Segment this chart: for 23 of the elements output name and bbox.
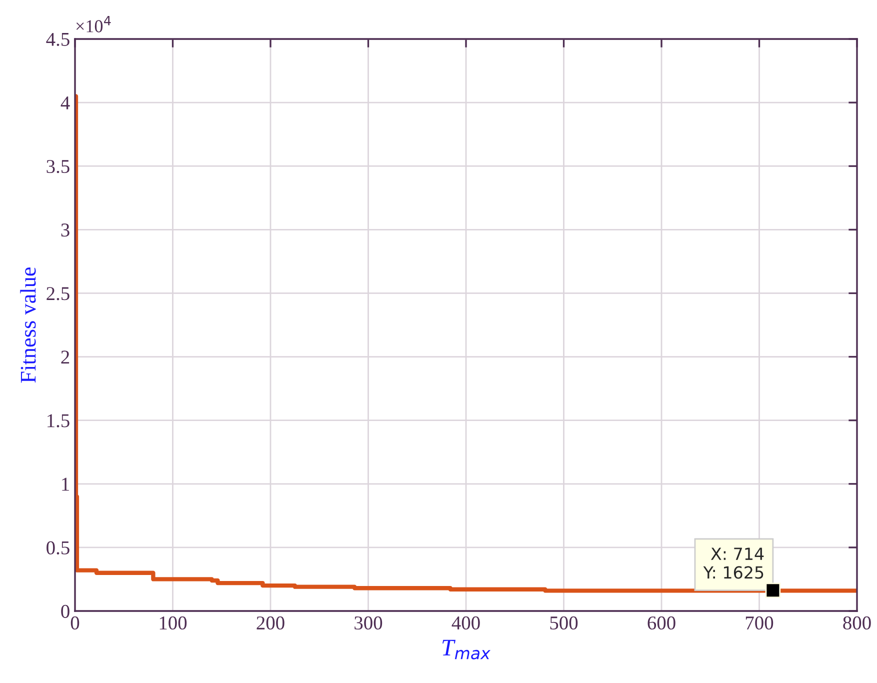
y-tick-label: 4	[60, 96, 70, 110]
y-tick-label: 0.5	[46, 541, 70, 554]
y-tick-label: 2.5	[46, 287, 70, 300]
x-tick-label: 400	[452, 616, 480, 630]
x-tick-label: 700	[746, 616, 774, 630]
x-tick-label: 500	[550, 616, 578, 630]
text: ×10$^{4}$	[76, 16, 111, 32]
y-tick-label: 1.5	[48, 414, 70, 428]
y-tick-label: 1	[62, 478, 69, 491]
y-tick-label: 4.5	[46, 32, 70, 46]
x-tick-label: 100	[160, 616, 187, 630]
y-tick-label: 2	[61, 350, 70, 364]
x-tick-label: 0	[70, 616, 80, 630]
y-tick-label: 3.5	[46, 160, 70, 174]
y-tick-label: 0	[61, 604, 70, 618]
x-axis-title: T$_{max}$	[442, 640, 490, 660]
y-tick-label: 3	[61, 224, 70, 237]
x-tick-label: 600	[648, 616, 676, 630]
x-tick-label: 800	[843, 616, 871, 630]
x-tick-label: 200	[256, 616, 284, 630]
x-tick-label: 300	[354, 616, 382, 630]
annotation: X: 714 Y: 1625	[703, 548, 764, 579]
y-axis-title: Fitness value	[20, 267, 36, 383]
